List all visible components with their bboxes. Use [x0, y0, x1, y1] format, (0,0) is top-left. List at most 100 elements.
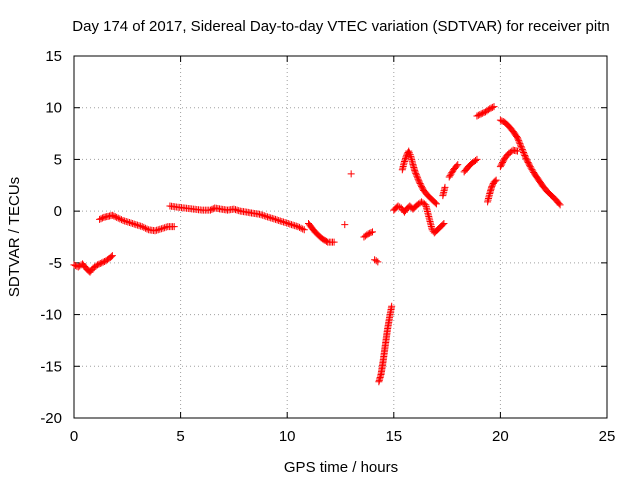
data-point	[283, 219, 291, 227]
y-tick-label: -10	[40, 307, 62, 324]
data-point	[526, 163, 534, 171]
data-point	[518, 146, 526, 154]
axis-ticks	[73, 55, 608, 419]
data-point	[322, 237, 330, 245]
data-point	[413, 172, 421, 180]
data-point	[490, 103, 498, 111]
data-point	[519, 147, 527, 155]
data-point	[484, 106, 492, 114]
data-point	[271, 215, 279, 223]
data-point	[300, 226, 308, 234]
data-point	[99, 258, 107, 266]
data-point	[96, 260, 104, 268]
data-point	[122, 217, 130, 225]
data-point	[140, 223, 148, 231]
grid-lines	[74, 56, 607, 418]
x-tick-label: 0	[70, 428, 78, 445]
data-point	[121, 217, 129, 225]
data-point	[289, 221, 297, 229]
data-point	[372, 257, 380, 265]
data-point	[411, 168, 419, 176]
data-point	[231, 206, 239, 214]
data-point	[412, 169, 420, 177]
data-point	[440, 220, 448, 228]
data-point	[492, 176, 500, 184]
data-point	[441, 183, 449, 191]
data-point	[133, 221, 141, 229]
data-point	[521, 153, 529, 161]
data-point	[520, 148, 528, 156]
data-point	[479, 109, 487, 117]
data-point	[412, 171, 420, 179]
y-tick-label: -5	[49, 255, 62, 272]
data-point	[143, 225, 151, 233]
data-point	[555, 200, 563, 208]
data-point	[119, 216, 127, 224]
data-point	[260, 212, 268, 220]
data-point	[341, 221, 349, 229]
data-point	[517, 141, 525, 149]
data-point	[368, 228, 376, 236]
data-point	[477, 110, 485, 118]
data-point	[486, 105, 494, 113]
data-point	[402, 153, 410, 161]
data-point	[273, 216, 281, 224]
data-point	[129, 220, 137, 228]
data-point	[259, 211, 267, 219]
data-point	[453, 162, 461, 170]
data-point	[513, 134, 521, 142]
data-point	[98, 259, 106, 267]
data-point	[287, 221, 295, 229]
data-point	[125, 219, 133, 227]
data-point	[517, 143, 525, 151]
x-tick-label: 25	[599, 428, 616, 445]
data-point	[447, 170, 455, 178]
data-point	[527, 164, 535, 172]
data-point	[405, 147, 413, 155]
x-tick-label: 5	[176, 428, 184, 445]
data-point	[255, 210, 263, 218]
data-point	[363, 231, 371, 239]
data-point	[281, 219, 289, 227]
data-point	[445, 173, 453, 181]
data-point	[520, 150, 528, 158]
data-point	[170, 223, 178, 231]
data-point	[294, 223, 302, 231]
data-point	[108, 211, 116, 219]
data-point	[153, 226, 161, 234]
data-point	[414, 175, 422, 183]
data-point	[97, 215, 105, 223]
y-tick-label: -15	[40, 358, 62, 375]
data-point	[401, 156, 409, 164]
data-point	[98, 214, 106, 222]
x-axis-label: GPS time / hours	[284, 459, 398, 476]
data-point	[476, 111, 484, 119]
data-point	[487, 104, 495, 112]
data-point	[96, 215, 104, 223]
data-point	[208, 205, 216, 213]
y-tick-label: 0	[54, 203, 62, 220]
data-point	[472, 156, 480, 164]
y-tick-label: 5	[54, 151, 62, 168]
data-point	[156, 225, 164, 233]
chart-title: Day 174 of 2017, Sidereal Day-to-day VTE…	[72, 18, 609, 35]
data-point	[113, 213, 121, 221]
data-point	[265, 213, 273, 221]
data-point	[299, 225, 307, 233]
data-points	[70, 103, 564, 386]
data-point	[127, 219, 135, 227]
data-point	[414, 174, 422, 182]
data-point	[516, 140, 524, 148]
data-point	[446, 172, 454, 180]
data-point	[135, 222, 143, 230]
data-point	[295, 223, 303, 231]
data-point	[230, 205, 238, 213]
y-tick-label: 10	[45, 100, 62, 117]
data-point	[138, 223, 146, 231]
data-point	[116, 215, 124, 223]
data-point	[117, 216, 125, 224]
data-point	[114, 214, 122, 222]
data-point	[70, 261, 78, 269]
data-point	[206, 206, 214, 214]
data-point	[491, 177, 499, 185]
